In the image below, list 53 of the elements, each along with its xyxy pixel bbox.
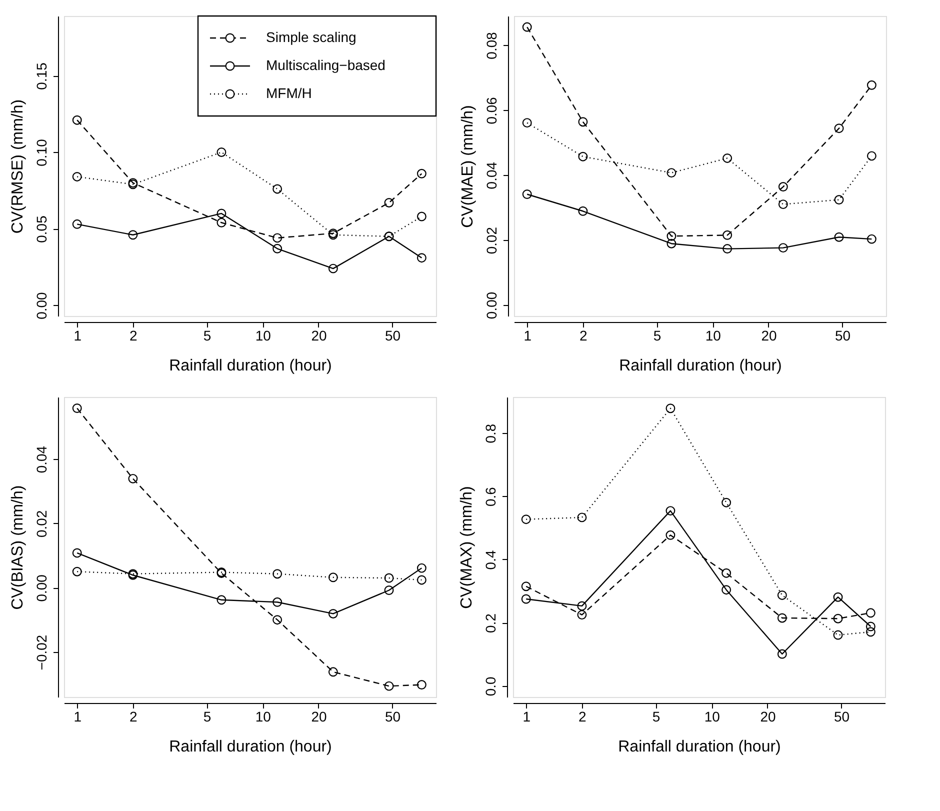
- y-tick-label: 0.6: [482, 486, 498, 506]
- y-tick-label: 0.2: [482, 613, 498, 633]
- y-tick-label: 0.05: [34, 215, 50, 243]
- x-tick-label: 10: [255, 708, 272, 724]
- x-tick-label: 20: [760, 708, 776, 724]
- y-axis-title: CV(RMSE) (mm/h): [10, 99, 26, 234]
- y-tick-label: 0.02: [34, 510, 50, 538]
- y-tick-label: 0.04: [34, 446, 50, 474]
- x-tick-label: 1: [74, 328, 82, 344]
- y-tick-label: 0.15: [34, 62, 50, 90]
- y-tick-label: 0.06: [484, 96, 500, 124]
- x-tick-label: 2: [130, 328, 138, 344]
- x-tick-label: 1: [524, 328, 532, 344]
- y-tick-label: 0.0: [482, 676, 498, 696]
- y-tick-label: 0.00: [34, 292, 50, 320]
- x-tick-label: 2: [580, 328, 588, 344]
- legend-label: MFM/H: [266, 85, 312, 101]
- x-tick-label: 5: [203, 708, 212, 724]
- x-axis-title: Rainfall duration (hour): [618, 738, 781, 756]
- y-tick-label: 0.4: [482, 550, 498, 570]
- x-tick-label: 2: [130, 708, 138, 724]
- x-axis-title: Rainfall duration (hour): [619, 358, 782, 374]
- y-tick-label: 0.02: [484, 226, 500, 254]
- x-tick-label: 20: [311, 708, 327, 724]
- x-tick-label: 20: [311, 328, 327, 344]
- x-tick-label: 50: [385, 708, 401, 724]
- x-tick-label: 50: [835, 328, 851, 344]
- y-tick-label: 0.04: [484, 162, 500, 190]
- x-tick-label: 5: [653, 328, 662, 344]
- x-axis-title: Rainfall duration (hour): [169, 358, 332, 374]
- y-axis-title: CV(BIAS) (mm/h): [10, 485, 26, 610]
- y-axis-title: CV(MAE) (mm/h): [460, 105, 476, 228]
- x-tick-label: 1: [522, 708, 531, 724]
- y-axis-title: CV(MAX) (mm/h): [458, 486, 476, 609]
- x-tick-label: 5: [652, 708, 660, 724]
- legend-label: Simple scaling: [266, 29, 356, 45]
- y-tick-label: 0.10: [34, 138, 50, 166]
- x-tick-label: 20: [761, 328, 777, 344]
- x-tick-label: 10: [704, 708, 720, 724]
- legend-label: Multiscaling−based: [266, 57, 386, 73]
- x-tick-label: 2: [578, 708, 587, 724]
- x-tick-label: 1: [74, 708, 82, 724]
- y-tick-label: 0.08: [484, 32, 500, 60]
- y-tick-label: 0.8: [482, 424, 498, 444]
- x-axis-title: Rainfall duration (hour): [169, 738, 332, 756]
- x-tick-label: 50: [834, 708, 850, 724]
- y-tick-label: −0.02: [34, 634, 50, 670]
- y-tick-label: 0.00: [484, 292, 500, 320]
- x-tick-label: 10: [255, 328, 272, 344]
- y-tick-label: 0.00: [34, 574, 50, 602]
- x-tick-label: 50: [385, 328, 401, 344]
- x-tick-label: 10: [705, 328, 722, 344]
- x-tick-label: 5: [203, 328, 212, 344]
